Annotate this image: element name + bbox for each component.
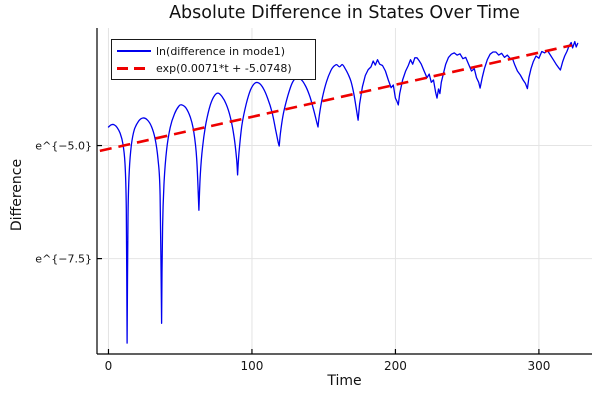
chart-title: Absolute Difference in States Over Time — [169, 3, 520, 23]
y-tick-label: e^{−7.5} — [35, 253, 92, 266]
y-tick-label: e^{−5.0} — [35, 140, 92, 153]
y-axis-label: Difference — [9, 158, 25, 232]
legend-label-ln-difference: ln(difference in mode1) — [156, 44, 286, 58]
x-tick-label: 100 — [241, 359, 264, 373]
legend-item-ln-difference: ln(difference in mode1) — [117, 43, 309, 59]
legend-label-exp-fit: exp(0.0071*t + -5.0748) — [156, 61, 292, 75]
series-exp-fit-line — [99, 43, 573, 153]
x-tick-label: 200 — [384, 359, 407, 373]
x-axis-label: Time — [327, 373, 362, 389]
x-tick-label: 0 — [105, 359, 113, 373]
series-ln-difference-line — [107, 40, 579, 344]
legend-line-sample-blue — [117, 49, 151, 53]
legend-line-sample-red-dashed — [117, 66, 151, 70]
legend: ln(difference in mode1) exp(0.0071*t + -… — [111, 39, 316, 80]
legend-item-exp-fit: exp(0.0071*t + -5.0748) — [117, 60, 309, 76]
x-tick-label: 300 — [527, 359, 550, 373]
